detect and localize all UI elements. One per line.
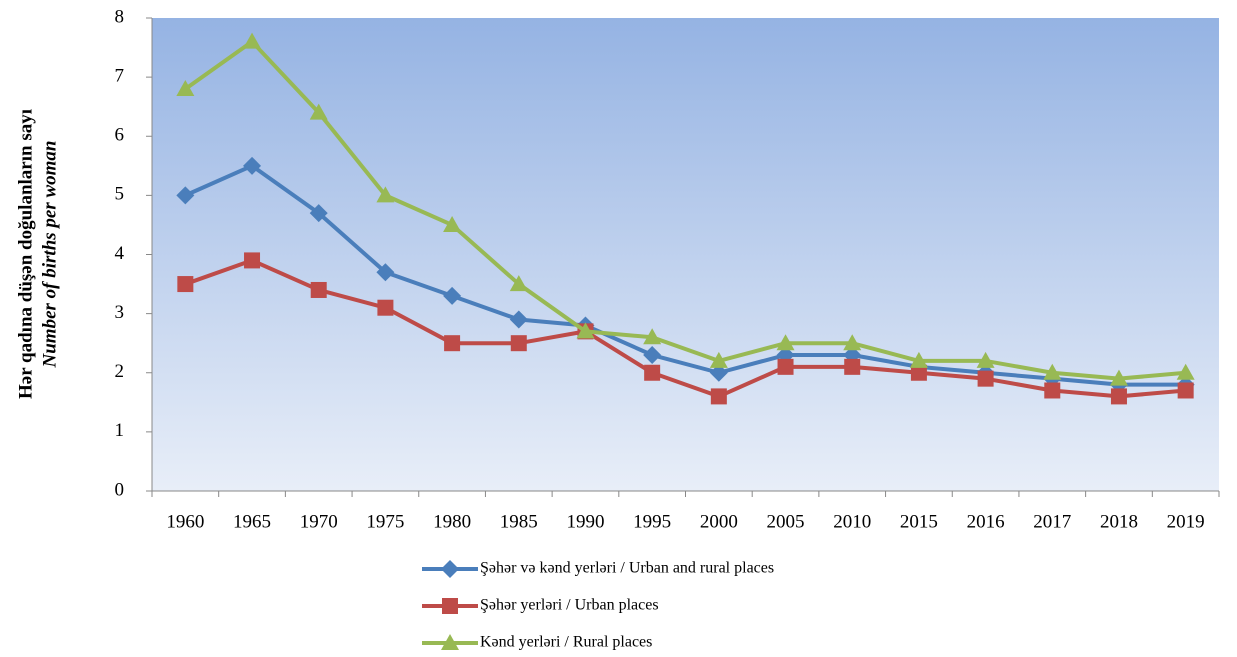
legend-label: Kənd yerləri / Rural places: [480, 634, 652, 651]
x-tick-label: 2019: [1167, 511, 1205, 532]
x-tick-label: 2010: [833, 511, 871, 532]
y-tick-label: 1: [115, 420, 125, 441]
marker: [309, 103, 328, 120]
marker: [776, 334, 795, 351]
marker: [510, 335, 527, 352]
x-tick-label: 1980: [433, 511, 471, 532]
marker: [376, 263, 395, 282]
marker: [441, 560, 459, 578]
marker: [243, 32, 262, 49]
y-tick-label: 4: [115, 243, 125, 264]
y-tick-label: 7: [115, 65, 125, 86]
x-tick-label: 1960: [166, 511, 204, 532]
marker: [1176, 363, 1195, 380]
marker: [709, 351, 728, 368]
marker: [977, 370, 994, 387]
marker: [644, 364, 661, 381]
marker: [309, 204, 328, 223]
marker: [709, 363, 728, 382]
marker: [176, 79, 195, 96]
marker: [310, 281, 327, 298]
marker: [1109, 369, 1128, 386]
marker: [442, 598, 458, 614]
y-tick-label: 3: [115, 302, 125, 323]
x-tick-label: 2016: [967, 511, 1005, 532]
y-tick-label: 8: [115, 6, 125, 27]
y-tick-label: 6: [115, 125, 125, 146]
x-tick-label: 2017: [1033, 511, 1071, 532]
marker: [243, 156, 262, 175]
y-axis-label: Hər qadına düşən doğulanların sayı: [15, 109, 36, 399]
marker: [443, 286, 462, 305]
marker: [777, 358, 794, 375]
x-tick-label: 1985: [500, 511, 538, 532]
y-tick-label: 5: [115, 184, 125, 205]
y-tick-label: 2: [115, 361, 125, 382]
series-line: [184, 258, 1186, 399]
marker: [443, 215, 462, 232]
marker: [643, 328, 662, 345]
marker: [976, 351, 995, 368]
marker: [244, 252, 261, 269]
x-tick-label: 1965: [233, 511, 271, 532]
plot-area: [152, 18, 1219, 491]
marker: [1177, 382, 1194, 399]
x-tick-label: 1970: [300, 511, 338, 532]
marker: [909, 351, 928, 368]
marker: [441, 634, 459, 650]
marker: [1110, 388, 1127, 405]
marker: [176, 186, 195, 205]
marker: [910, 364, 927, 381]
marker: [844, 358, 861, 375]
x-tick-label: 2000: [700, 511, 738, 532]
marker: [1044, 382, 1061, 399]
x-tick-label: 2005: [767, 511, 805, 532]
marker: [377, 299, 394, 316]
marker: [843, 334, 862, 351]
marker: [643, 346, 662, 365]
y-tick-label: 0: [115, 479, 125, 500]
legend-label: Şəhər və kənd yerləri / Urban and rural …: [480, 560, 774, 577]
y-axis-label: Number of births per woman: [39, 141, 60, 369]
x-tick-label: 1995: [633, 511, 671, 532]
series-line: [184, 39, 1186, 381]
marker: [444, 335, 461, 352]
marker: [376, 186, 395, 203]
marker: [710, 388, 727, 405]
x-tick-label: 1990: [566, 511, 604, 532]
x-tick-label: 2015: [900, 511, 938, 532]
marker: [177, 276, 194, 293]
marker: [1043, 363, 1062, 380]
marker: [509, 310, 528, 329]
legend-label: Şəhər yerləri / Urban places: [480, 597, 659, 614]
x-tick-label: 2018: [1100, 511, 1138, 532]
x-tick-label: 1975: [366, 511, 404, 532]
series-line: [184, 163, 1186, 387]
marker: [576, 322, 595, 339]
marker: [509, 275, 528, 292]
